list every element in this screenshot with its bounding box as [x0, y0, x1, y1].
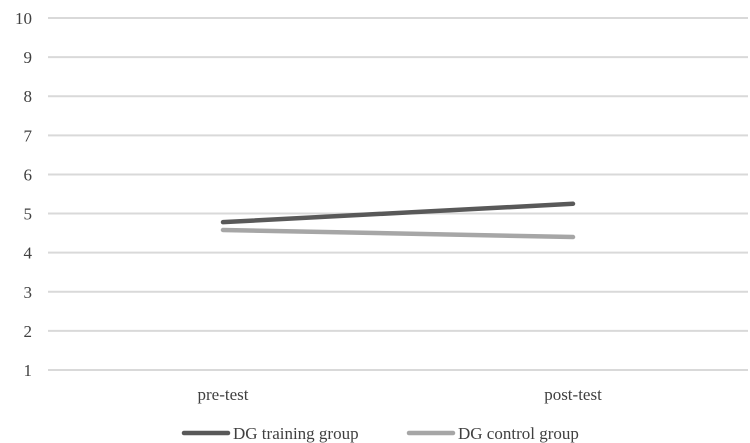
legend-label: DG training group — [233, 424, 359, 443]
legend: DG training group DG control group — [181, 424, 579, 443]
y-tick-label: 4 — [24, 244, 33, 263]
y-tick-label: 7 — [24, 126, 33, 145]
series-line-1 — [220, 201, 576, 225]
gridlines — [48, 17, 748, 371]
y-tick-label: 8 — [24, 87, 33, 106]
legend-label: DG control group — [458, 424, 579, 443]
series-line-2 — [220, 227, 576, 240]
y-axis-ticks: 1 2 3 4 5 6 7 8 9 10 — [15, 9, 33, 380]
y-tick-label: 2 — [24, 322, 33, 341]
y-tick-label: 1 — [24, 361, 33, 380]
series-lines — [220, 201, 576, 240]
y-tick-label: 6 — [24, 165, 33, 184]
y-tick-label: 10 — [15, 9, 32, 28]
y-tick-label: 3 — [24, 283, 33, 302]
x-tick-label: post-test — [544, 385, 602, 404]
y-tick-label: 9 — [24, 48, 33, 67]
x-axis-ticks: pre-test post-test — [198, 385, 603, 404]
y-tick-label: 5 — [24, 205, 33, 224]
x-tick-label: pre-test — [198, 385, 249, 404]
